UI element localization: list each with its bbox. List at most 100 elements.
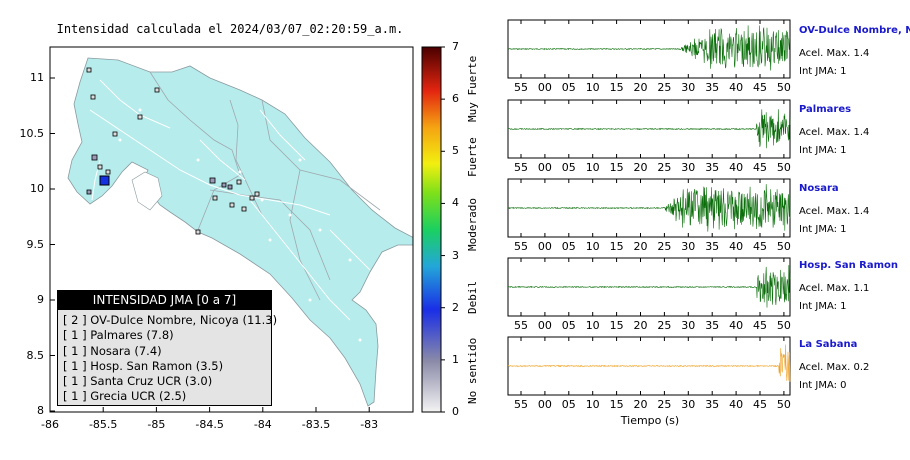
legend-item: [ 1 ] Grecia UCR (2.5) xyxy=(63,389,187,404)
time-tick-label: 00 xyxy=(537,319,552,332)
time-tick-label: 30 xyxy=(681,398,696,411)
colorbar-category-label: Moderado xyxy=(466,198,479,252)
seismogram-panels xyxy=(507,19,791,396)
colorbar-category-label: Fuerte xyxy=(466,137,479,178)
time-tick-label: 05 xyxy=(561,398,576,411)
time-tick-label: 25 xyxy=(657,81,672,94)
time-tick-label: 30 xyxy=(681,161,696,174)
seismogram-trace xyxy=(507,344,791,382)
seismogram-trace xyxy=(507,184,791,232)
legend-item: [ 1 ] Santa Cruz UCR (3.0) xyxy=(63,374,213,389)
time-tick-label: 45 xyxy=(753,81,767,94)
legend-item: [ 1 ] Hosp. San Ramon (3.5) xyxy=(63,358,224,373)
time-axis-title: Tiempo (s) xyxy=(620,414,680,427)
time-tick-label: 00 xyxy=(537,398,552,411)
colorbar-category-label: No sentido xyxy=(466,337,479,404)
map-axis-ticks xyxy=(49,77,370,412)
legend-item: [ 2 ] OV-Dulce Nombre, Nicoya (11.3) xyxy=(63,313,278,327)
epicenter-marker[interactable] xyxy=(99,175,110,186)
station-acel: Acel. Max. 1.4 xyxy=(799,48,870,59)
seismogram-panel xyxy=(507,99,791,159)
time-tick-label: 30 xyxy=(681,319,696,332)
time-tick-label: 20 xyxy=(633,319,648,332)
time-tick-label: 40 xyxy=(729,319,744,332)
time-tick-label: 20 xyxy=(633,81,648,94)
map-y-tick-label: 9.5 xyxy=(26,237,45,251)
time-tick-label: 35 xyxy=(705,398,720,411)
time-tick-label: 40 xyxy=(729,240,744,253)
time-tick-label: 35 xyxy=(705,319,720,332)
time-tick-label: 05 xyxy=(561,240,576,253)
station-name-palmares[interactable]: Palmares xyxy=(799,104,852,115)
time-tick-label: 30 xyxy=(681,240,696,253)
station-name-ov-dulce-nombre[interactable]: OV-Dulce Nombre, Nicoya xyxy=(799,25,910,36)
time-tick-label: 45 xyxy=(753,161,767,174)
time-tick-label: 45 xyxy=(753,240,767,253)
intensity-legend: INTENSIDAD JMA [0 a 7] [ 2 ] OV-Dulce No… xyxy=(57,290,278,406)
colorbar-tick-label: 4 xyxy=(452,196,459,210)
time-tick-label: 50 xyxy=(776,319,791,332)
colorbar-tick-label: 2 xyxy=(452,300,459,314)
time-tick-label: 00 xyxy=(537,240,552,253)
gulf-water xyxy=(131,171,163,211)
map-y-tick-label: 10.5 xyxy=(19,126,45,140)
legend-item: [ 1 ] Palmares (7.8) xyxy=(63,328,174,343)
time-tick-label: 30 xyxy=(681,81,696,94)
station-name-hosp-san-ramon[interactable]: Hosp. San Ramon xyxy=(799,260,899,271)
map-title: Intensidad calculada el 2024/03/07_02:20… xyxy=(56,22,404,36)
time-tick-label: 35 xyxy=(705,81,720,94)
roads xyxy=(89,79,371,321)
map-y-tick-label: 8.5 xyxy=(26,348,45,362)
time-tick-label: 50 xyxy=(776,240,791,253)
time-tick-label: 40 xyxy=(729,81,744,94)
time-tick-label: 55 xyxy=(514,319,528,332)
colorbar-tick-label: 6 xyxy=(452,92,459,106)
time-tick-label: 25 xyxy=(657,398,672,411)
time-tick-label: 35 xyxy=(705,161,720,174)
time-tick-label: 10 xyxy=(585,240,600,253)
station-name-la-sabana[interactable]: La Sabana xyxy=(799,339,858,350)
seismogram-trace xyxy=(508,25,791,71)
map-x-tick-label: -86 xyxy=(41,418,59,431)
time-tick-label: 20 xyxy=(633,161,648,174)
map-x-tick-label: -85 xyxy=(147,418,166,431)
seismogram-panel xyxy=(507,178,791,238)
time-tick-label: 55 xyxy=(514,161,528,174)
map-x-tick-label: -84.5 xyxy=(195,418,224,431)
time-tick-label: 10 xyxy=(585,319,600,332)
colorbar-tick-label: 3 xyxy=(452,248,459,262)
city-dots xyxy=(118,108,362,342)
colorbar-tick-label: 5 xyxy=(452,144,459,158)
colorbar-category-label: Debil xyxy=(466,280,479,314)
seismogram-panel xyxy=(507,257,791,317)
station-name-nosara[interactable]: Nosara xyxy=(799,183,839,194)
colorbar xyxy=(421,46,442,413)
time-tick-label: 55 xyxy=(514,81,528,94)
time-tick-label: 20 xyxy=(633,240,648,253)
seismogram-panel xyxy=(507,336,791,396)
seismogram-panel xyxy=(507,19,791,79)
station-int: Int JMA: 0 xyxy=(799,380,847,391)
time-tick-label: 25 xyxy=(657,319,672,332)
time-tick-label: 45 xyxy=(753,398,767,411)
time-tick-label: 40 xyxy=(729,398,744,411)
map-y-tick-label: 8 xyxy=(37,404,44,417)
time-tick-label: 05 xyxy=(561,319,576,332)
map-x-tick-label: -83.5 xyxy=(301,418,331,431)
colorbar-ticks xyxy=(441,46,445,413)
station-int: Int JMA: 1 xyxy=(799,145,847,156)
station-markers xyxy=(86,67,260,235)
time-tick-label: 05 xyxy=(561,81,576,94)
map-y-tick-label: 9 xyxy=(37,293,44,306)
legend-item: [ 1 ] Nosara (7.4) xyxy=(63,343,162,358)
time-tick-label: 55 xyxy=(514,398,528,411)
station-int: Int JMA: 1 xyxy=(799,301,847,312)
time-tick-label: 40 xyxy=(729,161,744,174)
time-tick-label: 15 xyxy=(609,319,624,332)
map-x-tick-label: -84 xyxy=(253,418,272,431)
time-tick-label: 00 xyxy=(537,161,552,174)
time-tick-label: 10 xyxy=(585,161,600,174)
map-x-tick-label: -83 xyxy=(360,418,379,431)
time-tick-label: 10 xyxy=(585,398,600,411)
